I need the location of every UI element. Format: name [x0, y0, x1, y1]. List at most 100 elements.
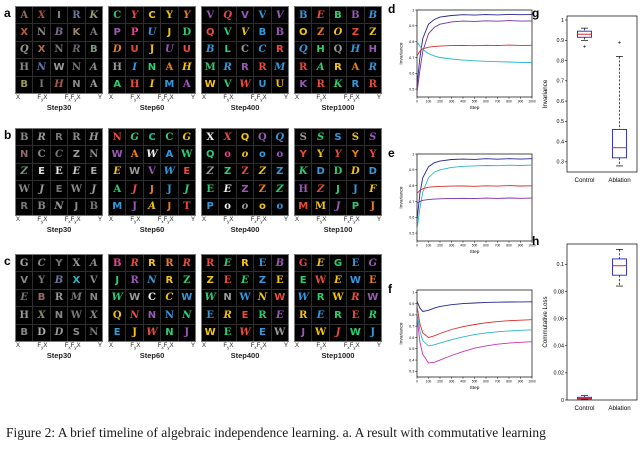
svg-text:0.04: 0.04 — [554, 344, 565, 350]
letter-cell: R — [271, 41, 288, 59]
svg-text:800: 800 — [506, 379, 512, 383]
letter-cell: C — [143, 289, 161, 307]
letter-cell: Z — [16, 163, 33, 181]
svg-text:Invariance: Invariance — [399, 186, 405, 208]
panel-label-c: c — [4, 254, 11, 268]
letter-cell: J — [68, 198, 85, 215]
axis-label: Y — [376, 217, 381, 223]
axis-label: X — [295, 95, 300, 101]
letter-cell: K — [85, 7, 102, 24]
axis-label: Y — [283, 343, 288, 349]
svg-text:1: 1 — [412, 152, 414, 156]
letter-cell: N — [161, 307, 178, 324]
letter-cell: U — [254, 76, 271, 93]
svg-text:900: 900 — [518, 243, 524, 247]
letter-cell: O — [295, 24, 312, 41]
letter-cell: E — [329, 272, 347, 289]
svg-text:900: 900 — [518, 99, 524, 103]
svg-text:0: 0 — [561, 398, 564, 404]
letter-cell: R — [50, 129, 68, 146]
axis-label: FxFyX — [157, 95, 174, 103]
letter-cell: P — [202, 198, 219, 215]
letter-cell: C — [161, 289, 178, 307]
letter-cell: Q — [16, 41, 33, 59]
panel-axis-labels: X FyX FxFyX Y — [294, 216, 382, 224]
letter-cell: K — [295, 163, 312, 181]
svg-text:1000: 1000 — [528, 379, 536, 383]
letter-cell: o — [236, 198, 254, 215]
letter-cell: o — [254, 198, 271, 215]
panel-axis-labels: X FyX FxFyX Y — [294, 94, 382, 102]
letter-cell: R — [329, 59, 347, 76]
letter-cell: C — [33, 146, 50, 163]
letter-cell: W — [295, 289, 312, 307]
letter-cell: E — [236, 272, 254, 289]
axis-label: FxFyX — [343, 95, 360, 103]
axis-label: FyX — [130, 95, 141, 103]
letter-cell: Y — [364, 146, 381, 163]
letter-cell: Z — [254, 181, 271, 198]
letter-cell: J — [347, 181, 364, 198]
svg-text:500: 500 — [472, 99, 478, 103]
svg-text:200: 200 — [437, 379, 443, 383]
step-label: Step30 — [46, 103, 72, 113]
letter-cell: V — [219, 24, 236, 41]
line-chart-d: 0.5 0.6 0.7 0.8 0.9 1 0 100 200 300 400 500 600 700 80… — [399, 8, 536, 111]
letter-cell: N — [33, 24, 50, 41]
step-label: Step60 — [139, 103, 165, 113]
letter-cell: V — [143, 163, 161, 181]
letter-cell: B — [16, 76, 33, 93]
panel-label-f: f — [388, 282, 392, 296]
letter-cell: R — [312, 289, 329, 307]
letter-cell: Q — [295, 41, 312, 59]
letter-cell: B — [347, 7, 364, 24]
letter-cell: N — [161, 324, 178, 341]
letter-cell: M — [202, 59, 219, 76]
axis-label: FyX — [223, 343, 234, 351]
svg-text:100: 100 — [426, 243, 432, 247]
letter-cell: V — [202, 7, 219, 24]
letter-cell: R — [312, 76, 329, 93]
letter-cell: A — [85, 76, 102, 93]
letter-cell: C — [161, 129, 178, 146]
step-label: Step400 — [230, 225, 260, 235]
svg-text:0.9: 0.9 — [409, 168, 414, 172]
letter-cell: E — [16, 289, 33, 307]
panel-axis-labels: X FyX FxFyX Y — [108, 94, 196, 102]
letter-cell: W — [161, 163, 178, 181]
letter-cell: W — [178, 289, 195, 307]
letter-cell: Y — [295, 146, 312, 163]
axis-label: X — [109, 343, 114, 349]
letter-cell: G — [329, 255, 347, 272]
letter-cell: P — [126, 24, 143, 41]
letter-cell: H — [16, 59, 33, 76]
letter-cell: D — [329, 163, 347, 181]
letter-cell: E — [347, 307, 364, 324]
letter-cell: Z — [271, 181, 288, 198]
letter-cell: W — [202, 76, 219, 93]
letter-cell: W — [143, 324, 161, 341]
letter-cell: B — [50, 272, 68, 289]
letter-cell: E — [312, 255, 329, 272]
axis-label: FyX — [316, 95, 327, 103]
svg-text:700: 700 — [495, 99, 501, 103]
step-label: Step30 — [46, 351, 72, 361]
letter-cell: E — [50, 163, 68, 181]
letter-cell: W — [68, 307, 85, 324]
letter-cell: B — [16, 129, 33, 146]
letter-cell: J — [329, 181, 347, 198]
panel-label-d: d — [388, 2, 396, 16]
svg-text:0.9: 0.9 — [409, 24, 414, 28]
svg-text:400: 400 — [460, 99, 466, 103]
letter-cell: B — [295, 7, 312, 24]
letter-cell: S — [364, 129, 381, 146]
axis-label: FxFyX — [343, 217, 360, 225]
letter-cell: H — [312, 41, 329, 59]
letter-cell: J — [161, 198, 178, 215]
svg-text:Invariance: Invariance — [542, 79, 549, 108]
